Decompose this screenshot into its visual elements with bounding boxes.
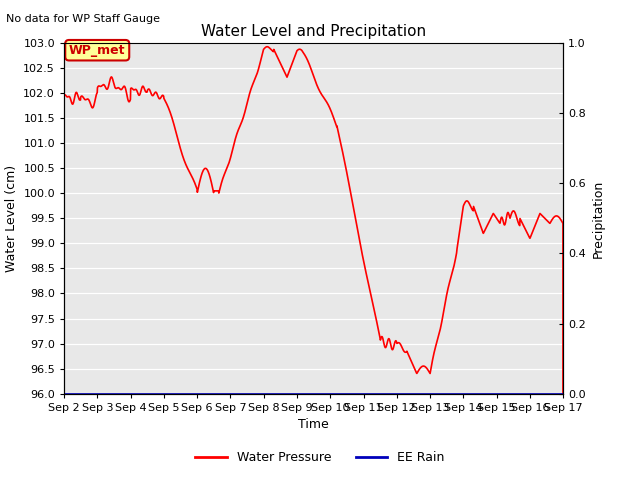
Text: WP_met: WP_met — [69, 44, 125, 57]
Y-axis label: Precipitation: Precipitation — [591, 179, 604, 258]
Text: No data for WP Staff Gauge: No data for WP Staff Gauge — [6, 14, 161, 24]
Y-axis label: Water Level (cm): Water Level (cm) — [4, 165, 18, 272]
Title: Water Level and Precipitation: Water Level and Precipitation — [201, 24, 426, 39]
X-axis label: Time: Time — [298, 418, 329, 431]
Legend: Water Pressure, EE Rain: Water Pressure, EE Rain — [190, 446, 450, 469]
